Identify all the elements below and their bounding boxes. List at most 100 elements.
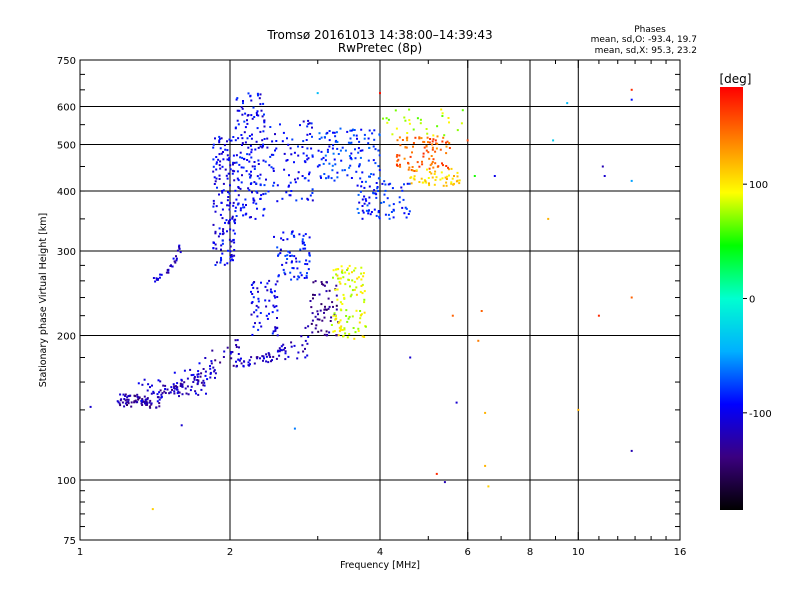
data-point xyxy=(234,206,237,209)
data-point xyxy=(216,261,218,264)
data-point xyxy=(447,166,449,169)
data-point xyxy=(243,360,245,363)
data-point xyxy=(301,344,304,347)
data-point xyxy=(301,240,304,243)
data-point xyxy=(235,198,238,201)
data-point xyxy=(268,164,271,167)
data-point xyxy=(239,156,242,159)
data-point xyxy=(253,281,256,283)
data-point xyxy=(361,335,364,338)
data-point xyxy=(427,177,430,179)
data-point xyxy=(372,192,375,195)
data-point xyxy=(189,368,192,371)
data-point xyxy=(156,393,159,396)
data-point xyxy=(430,172,433,175)
data-point xyxy=(343,296,346,299)
data-point xyxy=(411,166,414,168)
data-point xyxy=(320,176,322,179)
data-point xyxy=(240,362,243,365)
data-point xyxy=(142,400,145,403)
data-point xyxy=(196,382,199,385)
data-point xyxy=(213,183,216,185)
data-point xyxy=(405,137,408,140)
data-point xyxy=(428,167,431,170)
data-point xyxy=(359,149,362,152)
data-point xyxy=(220,248,222,251)
data-point xyxy=(445,178,448,180)
data-point xyxy=(340,159,343,162)
data-point xyxy=(244,198,247,201)
data-point xyxy=(235,346,238,348)
data-point xyxy=(422,155,425,158)
data-point xyxy=(239,151,242,154)
data-point xyxy=(259,184,262,187)
data-point xyxy=(325,330,328,333)
data-point xyxy=(236,177,239,180)
data-point xyxy=(363,311,366,314)
data-point xyxy=(225,219,228,222)
data-point xyxy=(257,306,260,309)
data-point xyxy=(351,315,354,318)
data-point xyxy=(428,182,430,185)
data-point xyxy=(204,357,207,359)
data-point xyxy=(332,131,334,134)
data-point xyxy=(247,364,250,367)
data-point xyxy=(226,158,229,161)
data-point xyxy=(291,267,294,269)
tick-labels: 1 2 4 6 8 10 16 75 100 200 300 400 500 600 750 xyxy=(57,56,686,558)
data-point xyxy=(339,308,342,311)
data-point xyxy=(360,278,363,281)
data-point xyxy=(420,137,423,140)
data-point xyxy=(253,311,256,314)
data-point xyxy=(331,301,334,304)
data-point xyxy=(323,308,326,311)
data-point xyxy=(387,183,390,186)
data-point xyxy=(255,309,258,312)
data-point xyxy=(404,146,407,149)
data-point xyxy=(232,204,235,207)
data-point xyxy=(392,209,395,212)
data-point xyxy=(251,133,253,136)
data-point xyxy=(295,260,298,263)
data-point xyxy=(219,213,222,216)
data-point xyxy=(214,264,217,266)
data-point xyxy=(339,319,342,322)
data-point xyxy=(336,298,339,301)
data-point xyxy=(330,324,333,326)
colorbar-tick-label: 100 xyxy=(749,180,768,191)
data-point xyxy=(221,252,224,255)
data-point xyxy=(311,154,314,157)
data-point xyxy=(229,184,231,187)
data-point xyxy=(221,208,224,211)
data-point xyxy=(265,314,268,317)
data-point xyxy=(229,164,232,167)
data-point xyxy=(250,283,253,286)
data-point xyxy=(242,100,244,102)
data-point xyxy=(200,381,203,384)
data-point xyxy=(250,290,252,293)
data-point xyxy=(236,109,239,112)
data-point xyxy=(330,177,333,180)
data-point xyxy=(363,298,366,301)
data-point xyxy=(117,401,120,404)
data-point xyxy=(247,146,250,149)
data-point xyxy=(362,272,365,275)
data-point xyxy=(224,168,227,171)
data-point xyxy=(307,268,310,271)
data-point xyxy=(398,136,401,139)
data-point xyxy=(363,202,366,205)
data-point xyxy=(281,140,284,143)
data-point xyxy=(235,98,238,101)
data-point xyxy=(257,163,260,165)
data-point xyxy=(240,166,243,169)
data-point xyxy=(218,139,221,142)
data-point xyxy=(150,403,153,406)
data-point xyxy=(231,255,234,258)
data-point xyxy=(345,315,348,317)
data-point xyxy=(241,107,244,110)
data-point xyxy=(356,137,358,140)
data-point xyxy=(260,194,263,197)
data-point xyxy=(266,146,269,149)
data-point xyxy=(458,179,461,182)
data-point xyxy=(269,126,272,128)
